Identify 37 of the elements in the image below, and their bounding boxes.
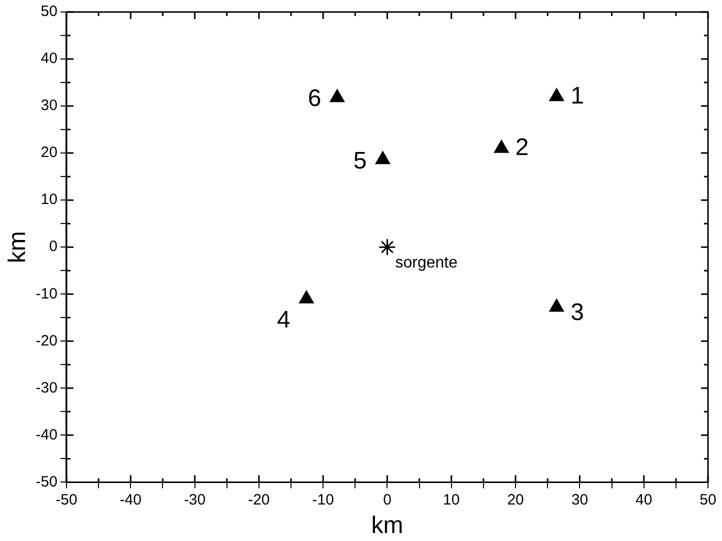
y-tick-label: -50 (36, 473, 58, 490)
annotation: sorgente (395, 254, 458, 272)
y-tick-label: 0 (49, 238, 58, 256)
point (375, 151, 390, 164)
annotation: 3 (570, 298, 584, 326)
annotation: 6 (308, 85, 322, 112)
x-tick-label: 20 (507, 491, 524, 508)
y-tick-label: -20 (36, 332, 58, 350)
annotation: 1 (570, 82, 584, 110)
y-tick-label: -10 (36, 285, 58, 302)
point (549, 298, 564, 312)
y-tick-label: 10 (40, 191, 58, 208)
annotation: 5 (353, 147, 367, 174)
y-tick-label: 20 (40, 144, 58, 162)
x-tick-label: 10 (443, 491, 460, 508)
x-tick-label: -10 (312, 491, 334, 508)
point (549, 88, 564, 102)
x-tick-label: -30 (184, 491, 206, 508)
point (494, 140, 509, 153)
point (330, 89, 345, 102)
x-tick-label: 0 (383, 491, 392, 508)
x-tick-label: 40 (636, 491, 652, 508)
y-axis-title: km (4, 231, 32, 264)
x-tick-label: 30 (571, 491, 588, 508)
x-tick-label: 50 (700, 491, 716, 508)
y-tick-label: -40 (36, 426, 58, 444)
y-tick-label: -30 (36, 379, 58, 396)
x-tick-label: -20 (248, 491, 270, 508)
x-axis-title: km (371, 512, 404, 540)
y-tick-label: 30 (40, 97, 58, 114)
x-tick-label: -50 (56, 491, 78, 508)
annotation: 2 (515, 134, 529, 161)
x-tick-label: -40 (120, 491, 142, 508)
point (298, 290, 314, 304)
annotation: 4 (277, 306, 290, 334)
y-tick-label: 40 (40, 50, 58, 68)
y-tick-label: 50 (40, 3, 58, 20)
